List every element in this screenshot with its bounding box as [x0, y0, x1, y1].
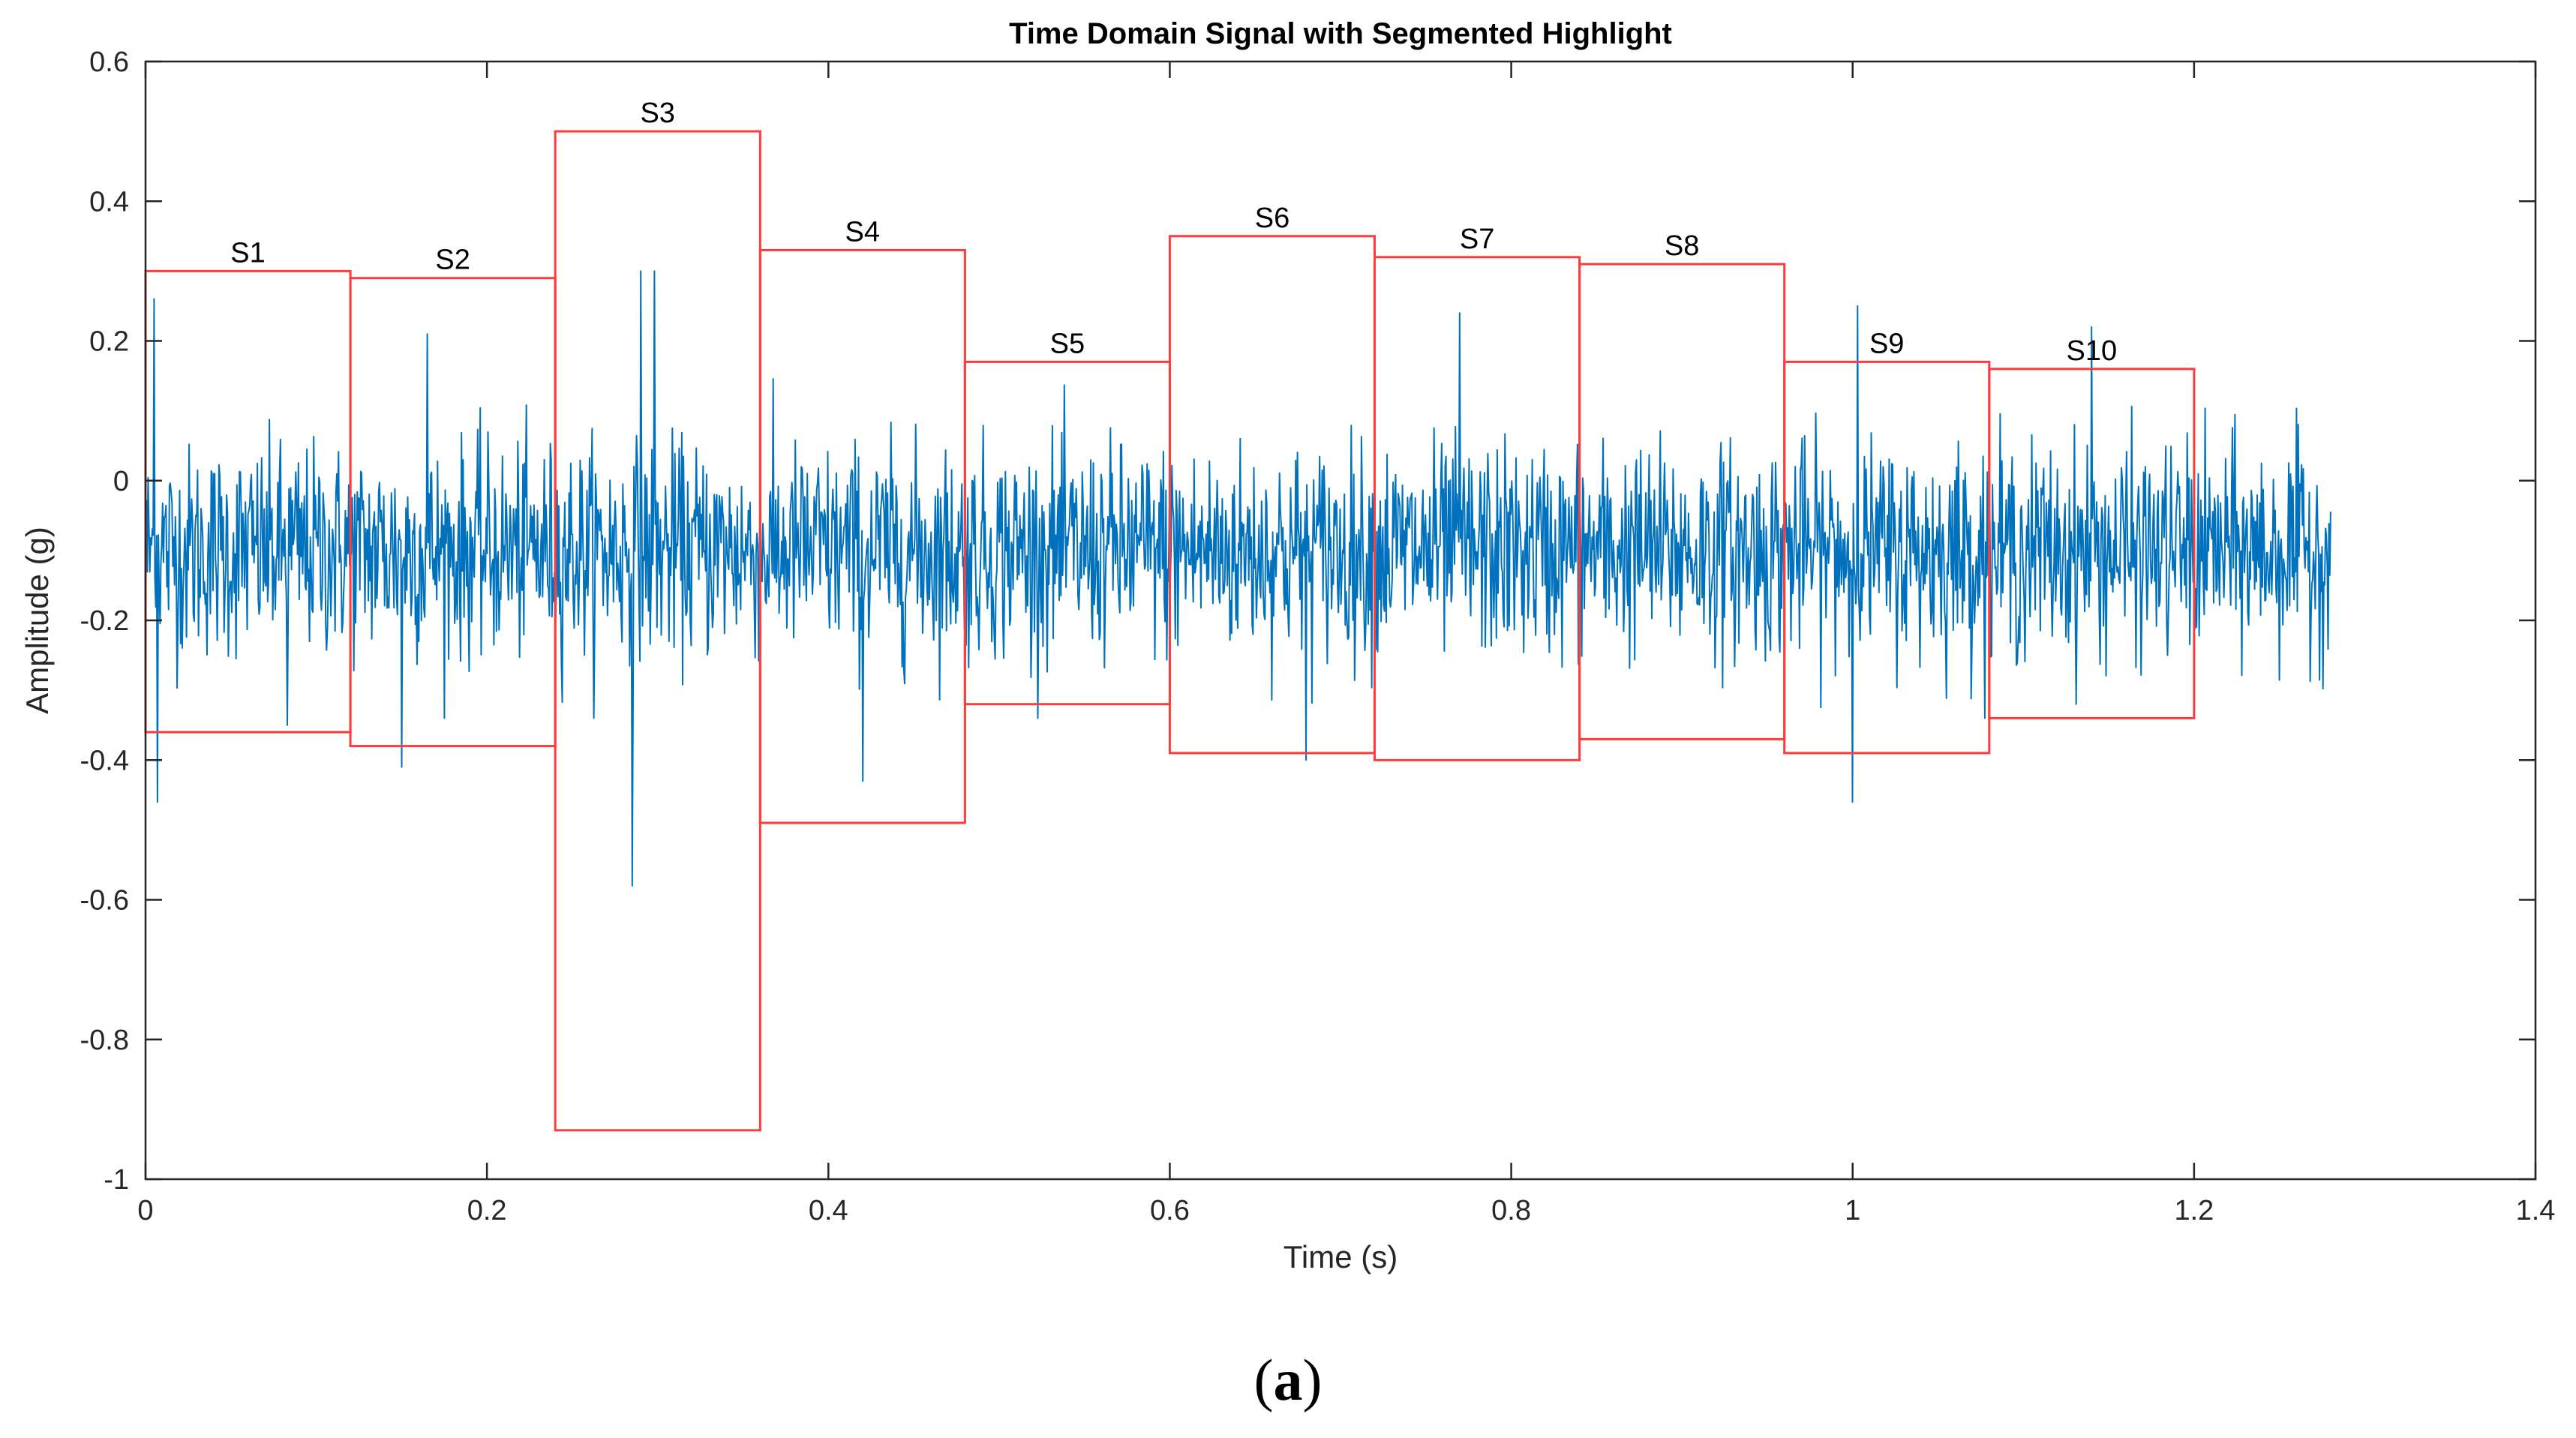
chart-title: Time Domain Signal with Segmented Highli… — [1009, 17, 1672, 50]
segment-label-6: S6 — [1255, 203, 1290, 234]
y-tick-label: 0 — [113, 466, 129, 497]
x-axis-label: Time (s) — [1283, 1239, 1398, 1274]
segment-label-7: S7 — [1460, 224, 1494, 255]
segment-label-10: S10 — [2066, 335, 2117, 367]
y-tick-label: -0.8 — [80, 1025, 129, 1056]
y-tick-label: 0.6 — [89, 47, 129, 78]
segment-label-5: S5 — [1050, 328, 1085, 359]
x-tick-label: 0.6 — [1150, 1195, 1190, 1226]
y-tick-label: -0.6 — [80, 885, 129, 917]
y-tick-label: 0.2 — [89, 326, 129, 358]
figure-caption: (a) — [1253, 1347, 1323, 1412]
x-tick-label: 0.8 — [1491, 1195, 1531, 1226]
tick-layer: 0 0.2 0.4 0.6 0.8 1 1.2 1.4 -1 -0.8 -0.6 -0.4 -0.2 0 0… — [80, 47, 2556, 1226]
y-tick-label: -0.2 — [80, 605, 129, 637]
x-tick-label: 0.2 — [467, 1195, 507, 1226]
segment-box-10 — [1988, 368, 2196, 719]
x-tick-label: 1.2 — [2174, 1195, 2214, 1226]
segment-label-9: S9 — [1869, 328, 1904, 359]
signal-line — [145, 270, 2331, 887]
x-tick-label: 1 — [1845, 1195, 1860, 1226]
segment-label-4: S4 — [845, 216, 880, 248]
y-tick-label: 0.4 — [89, 186, 129, 218]
segment-layer: S1 S2 S3 S4 S5 S6 S7 S8 S9 S10 — [144, 98, 2196, 1132]
x-tick-label: 1.4 — [2516, 1195, 2556, 1226]
y-tick-label: -0.4 — [80, 745, 129, 776]
x-tick-label: 0 — [137, 1195, 153, 1226]
x-tick-label: 0.4 — [809, 1195, 848, 1226]
segment-label-3: S3 — [640, 98, 674, 129]
y-tick-label: -1 — [104, 1164, 129, 1196]
y-axis-label: Amplitude (g) — [20, 527, 55, 714]
plot-area — [146, 62, 2535, 1179]
signal-layer — [145, 270, 2331, 887]
segment-label-1: S1 — [230, 237, 265, 269]
segment-label-2: S2 — [435, 245, 470, 276]
segment-label-8: S8 — [1665, 230, 1699, 262]
caption-letter: a — [1273, 1347, 1303, 1412]
